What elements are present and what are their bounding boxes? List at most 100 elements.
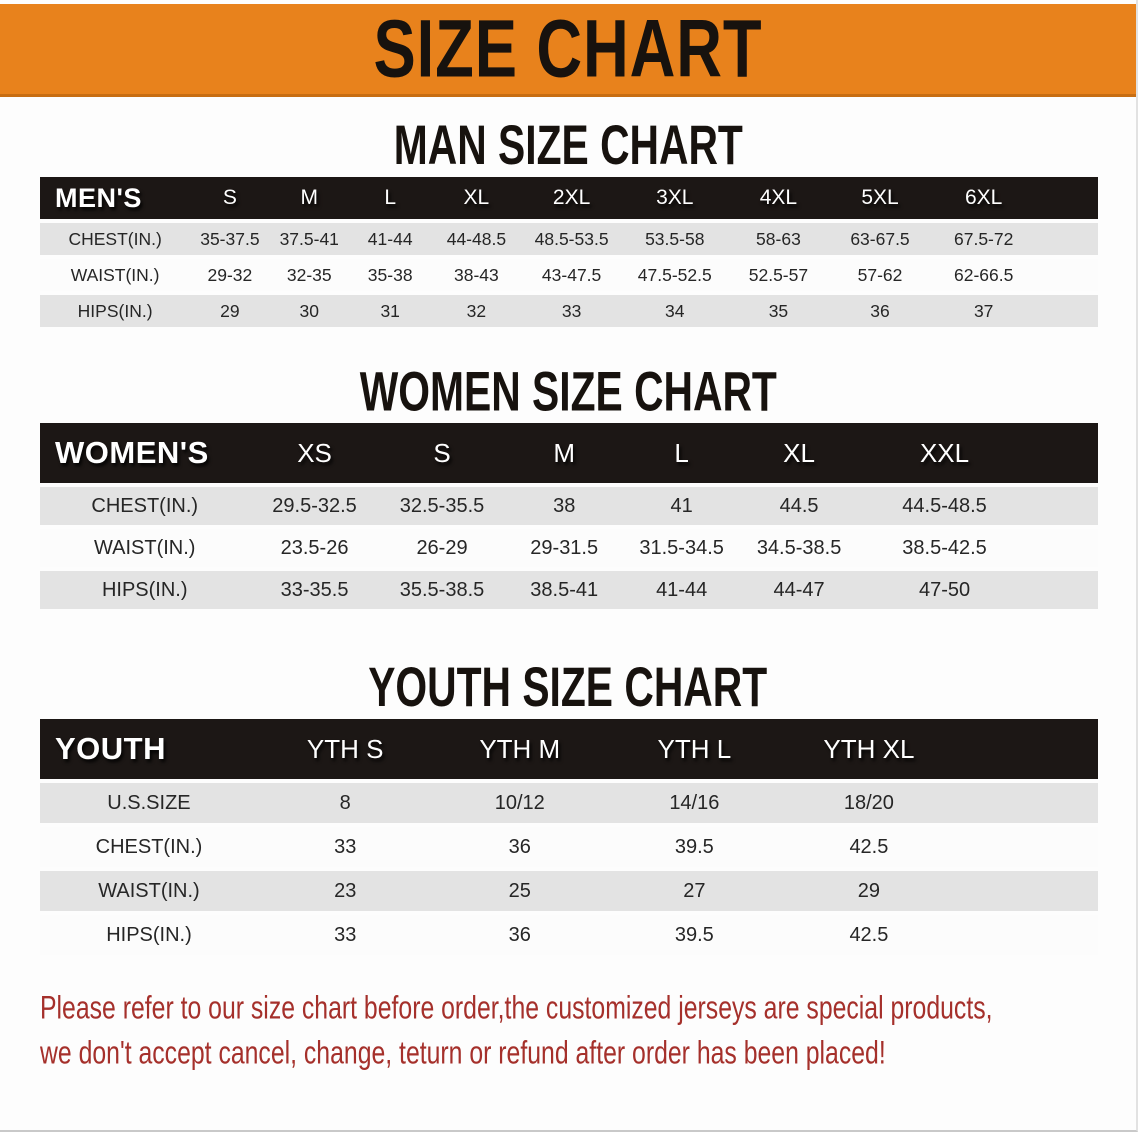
women-hips-row: HIPS(IN.) 33-35.5 35.5-38.5 38.5-41 41-4… (40, 571, 1098, 609)
women-size-cell: 29-31.5 (504, 529, 624, 567)
women-size-cell: 31.5-34.5 (623, 529, 740, 567)
men-row-label: HIPS(IN.) (40, 295, 191, 327)
women-size-cell: 44.5-48.5 (858, 487, 1031, 525)
youth-size-column-header: YTH XL (781, 719, 957, 779)
youth-waist-row: WAIST(IN.) 23 25 27 29 (40, 871, 1098, 911)
table-spacer-cell (1030, 571, 1098, 609)
women-header-row: WOMEN'S XS S M L XL XXL (40, 423, 1098, 483)
table-spacer-cell (956, 827, 1098, 867)
men-row-label: WAIST(IN.) (40, 259, 191, 291)
men-size-cell: 63-67.5 (829, 223, 931, 255)
men-size-cell: 67.5-72 (930, 223, 1037, 255)
women-size-cell: 38 (504, 487, 624, 525)
men-size-column-header: 2XL (521, 177, 622, 219)
men-size-cell: 29-32 (190, 259, 270, 291)
men-size-cell: 41-44 (348, 223, 432, 255)
men-size-cell: 58-63 (727, 223, 830, 255)
youth-size-table: YOUTH YTH S YTH M YTH L YTH XL U.S.SIZE … (40, 715, 1098, 959)
men-size-cell: 37.5-41 (269, 223, 349, 255)
youth-row-label: U.S.SIZE (40, 783, 258, 823)
youth-table-label: YOUTH (40, 719, 258, 779)
page-title: SIZE CHART (373, 3, 763, 95)
youth-header-row: YOUTH YTH S YTH M YTH L YTH XL (40, 719, 1098, 779)
women-row-label: HIPS(IN.) (40, 571, 250, 609)
men-size-cell: 32 (431, 295, 522, 327)
men-size-cell: 62-66.5 (930, 259, 1037, 291)
women-waist-row: WAIST(IN.) 23.5-26 26-29 29-31.5 31.5-34… (40, 529, 1098, 567)
banner: SIZE CHART (0, 3, 1136, 97)
men-size-cell: 34 (621, 295, 728, 327)
men-size-column-header: 6XL (930, 177, 1037, 219)
women-size-table: WOMEN'S XS S M L XL XXL CHEST(IN.) 29.5-… (40, 419, 1098, 613)
men-header-row: MEN'S S M L XL 2XL 3XL 4XL 5XL 6XL (40, 177, 1098, 219)
women-size-cell: 41-44 (623, 571, 740, 609)
women-size-column-header: XXL (858, 423, 1031, 483)
youth-size-column-header: YTH S (257, 719, 433, 779)
women-table-label: WOMEN'S (40, 423, 250, 483)
men-size-cell: 35-37.5 (190, 223, 270, 255)
women-size-cell: 29.5-32.5 (249, 487, 380, 525)
youth-size-cell: 18/20 (781, 783, 957, 823)
youth-heading-text: YOUTH SIZE CHART (368, 657, 768, 719)
youth-chest-row: CHEST(IN.) 33 36 39.5 42.5 (40, 827, 1098, 867)
women-size-cell: 41 (623, 487, 740, 525)
men-waist-row: WAIST(IN.) 29-32 32-35 35-38 38-43 43-47… (40, 259, 1098, 291)
men-size-column-header: M (269, 177, 349, 219)
men-size-cell: 38-43 (431, 259, 522, 291)
youth-size-cell: 27 (607, 871, 782, 911)
men-hips-row: HIPS(IN.) 29 30 31 32 33 34 35 36 37 (40, 295, 1098, 327)
women-size-cell: 38.5-42.5 (858, 529, 1031, 567)
disclaimer-line-2: we don't accept cancel, change, teturn o… (40, 1034, 886, 1071)
women-size-cell: 23.5-26 (249, 529, 380, 567)
youth-size-cell: 8 (257, 783, 433, 823)
men-size-column-header: S (190, 177, 270, 219)
youth-size-cell: 42.5 (781, 827, 957, 867)
men-size-cell: 53.5-58 (621, 223, 728, 255)
men-size-cell: 48.5-53.5 (521, 223, 622, 255)
youth-ussize-row: U.S.SIZE 8 10/12 14/16 18/20 (40, 783, 1098, 823)
youth-size-cell: 33 (257, 827, 433, 867)
youth-size-cell: 36 (432, 915, 608, 955)
table-spacer-cell (956, 783, 1098, 823)
youth-size-cell: 10/12 (432, 783, 608, 823)
table-spacer-cell (1036, 223, 1098, 255)
women-size-cell: 32.5-35.5 (379, 487, 505, 525)
women-size-cell: 26-29 (379, 529, 505, 567)
men-size-cell: 29 (190, 295, 270, 327)
men-heading-text: MAN SIZE CHART (393, 115, 743, 177)
table-spacer-cell (1030, 529, 1098, 567)
youth-row-label: CHEST(IN.) (40, 827, 258, 867)
women-row-label: CHEST(IN.) (40, 487, 250, 525)
table-spacer-cell (956, 719, 1098, 779)
men-size-cell: 30 (269, 295, 349, 327)
women-size-cell: 47-50 (858, 571, 1031, 609)
disclaimer-line-1: Please refer to our size chart before or… (40, 989, 993, 1026)
youth-size-column-header: YTH M (432, 719, 608, 779)
men-table-label: MEN'S (40, 177, 191, 219)
women-size-cell: 33-35.5 (249, 571, 380, 609)
youth-row-label: HIPS(IN.) (40, 915, 258, 955)
youth-size-cell: 42.5 (781, 915, 957, 955)
men-size-cell: 33 (521, 295, 622, 327)
table-spacer-cell (1030, 423, 1098, 483)
youth-size-cell: 29 (781, 871, 957, 911)
men-size-cell: 35 (727, 295, 830, 327)
women-size-column-header: S (379, 423, 505, 483)
youth-section-heading: YOUTH SIZE CHART (0, 659, 1136, 719)
women-row-label: WAIST(IN.) (40, 529, 250, 567)
youth-size-column-header: YTH L (607, 719, 782, 779)
men-size-column-header: 4XL (727, 177, 830, 219)
women-section-heading: WOMEN SIZE CHART (0, 363, 1136, 423)
men-size-cell: 37 (930, 295, 1037, 327)
women-size-cell: 38.5-41 (504, 571, 624, 609)
men-size-column-header: 3XL (621, 177, 728, 219)
men-size-cell: 57-62 (829, 259, 931, 291)
women-size-cell: 44.5 (739, 487, 859, 525)
disclaimer: Please refer to our size chart before or… (40, 985, 1136, 1075)
men-size-cell: 47.5-52.5 (621, 259, 728, 291)
youth-size-cell: 39.5 (607, 915, 782, 955)
men-size-cell: 52.5-57 (727, 259, 830, 291)
table-spacer-cell (1036, 295, 1098, 327)
men-size-cell: 31 (348, 295, 432, 327)
